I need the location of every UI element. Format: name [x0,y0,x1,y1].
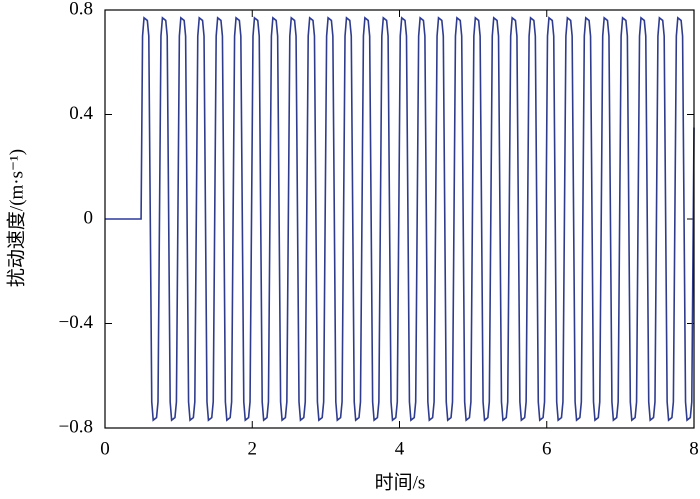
y-tick-label: 0 [84,207,94,228]
x-tick-label: 6 [542,438,552,459]
data-line [105,16,695,422]
y-axis-label: 扰动速度/(m·s⁻¹) [5,149,27,287]
x-tick-label: 8 [689,438,699,459]
y-tick-label: 0.8 [69,0,93,19]
x-tick-label: 2 [248,438,258,459]
y-tick-label: −0.8 [59,416,93,437]
x-tick-label: 0 [100,438,110,459]
y-tick-label: −0.4 [59,312,94,333]
x-axis-label: 时间/s [375,471,426,493]
y-tick-label: 0.4 [69,103,93,124]
plot-frame [104,9,695,429]
x-tick-label: 4 [395,438,405,459]
